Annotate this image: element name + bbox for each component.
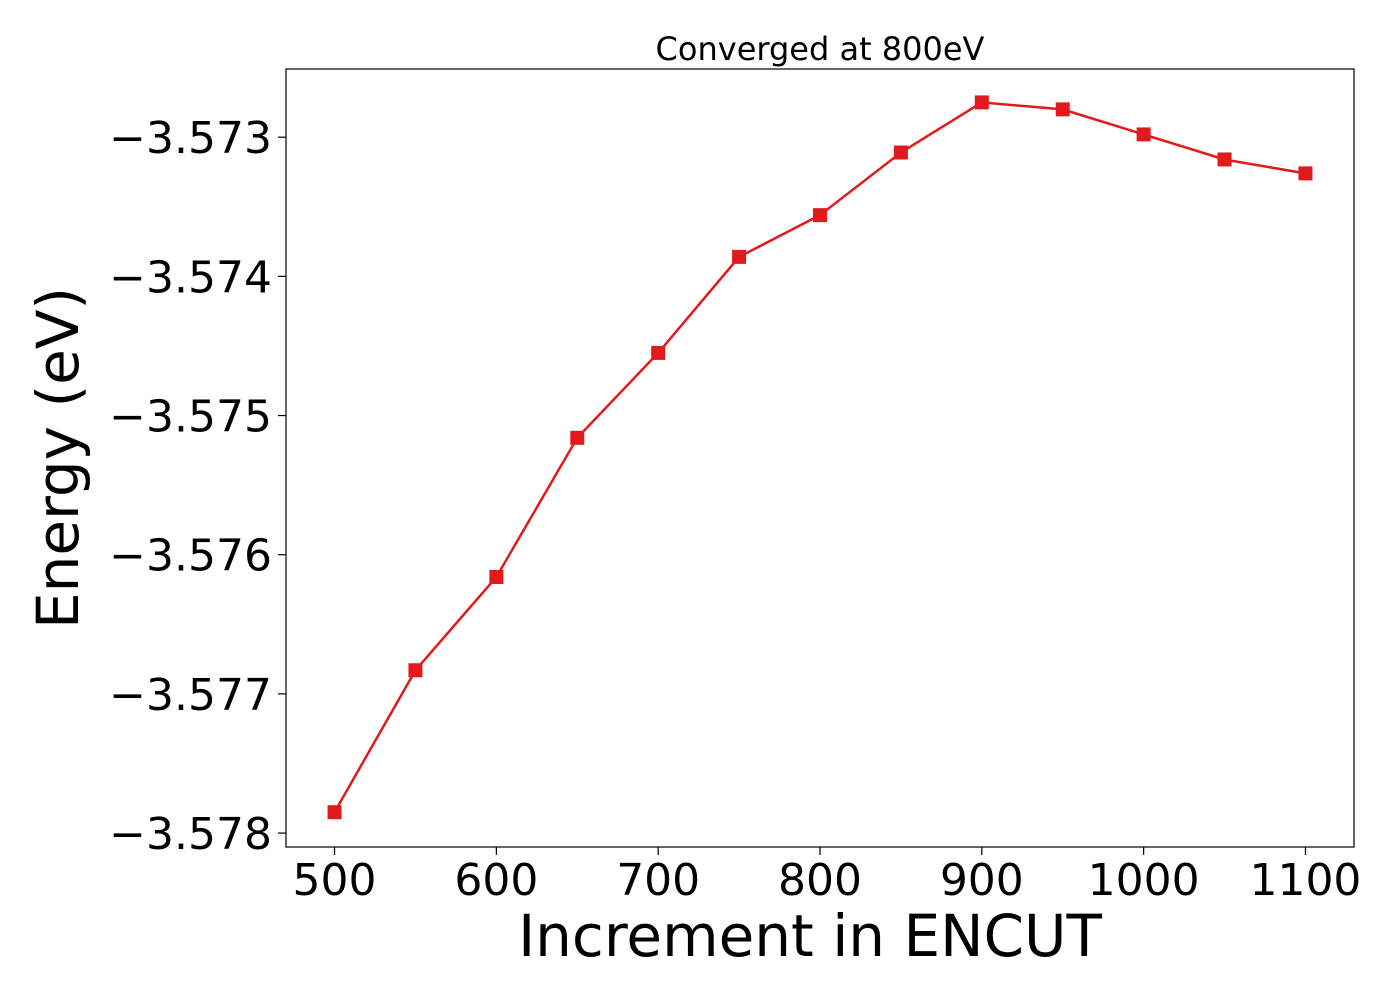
series-layer	[327, 95, 1313, 820]
x-tick-label: 700	[616, 855, 700, 906]
y-tick-label: −3.578	[109, 809, 272, 860]
data-point	[489, 569, 504, 584]
y-axis-ticks: −3.578 −3.577 −3.576 −3.575 −3.574 −3.573	[109, 113, 286, 860]
y-axis-label: Energy (eV)	[24, 287, 92, 629]
data-point	[813, 208, 827, 223]
y-tick-label: −3.575	[109, 392, 272, 443]
data-point	[1298, 166, 1313, 181]
x-tick-label: 500	[293, 855, 377, 906]
x-tick-label: 1000	[1088, 855, 1200, 906]
x-tick-label: 1100	[1249, 855, 1361, 906]
x-axis-ticks: 500 600 700 800 900 1000 1100	[293, 847, 1361, 906]
data-point	[732, 249, 747, 264]
data-point	[1217, 152, 1232, 167]
y-tick-label: −3.574	[109, 252, 272, 303]
x-tick-label: 800	[778, 855, 862, 906]
y-tick-label: −3.573	[109, 113, 272, 164]
y-tick-label: −3.577	[109, 670, 272, 721]
y-tick-label: −3.576	[109, 531, 272, 582]
data-point	[1136, 127, 1151, 142]
data-point	[893, 145, 908, 160]
data-point	[327, 805, 342, 820]
x-axis-label: Increment in ENCUT	[518, 902, 1102, 970]
x-tick-label: 900	[940, 855, 1024, 906]
chart-title: Converged at 800eV	[656, 30, 985, 68]
data-point	[974, 95, 989, 110]
x-tick-label: 600	[454, 855, 538, 906]
data-point	[408, 663, 423, 678]
data-point	[1055, 102, 1070, 117]
data-point	[570, 430, 585, 445]
data-point	[651, 345, 666, 360]
plot-frame	[285, 68, 1355, 848]
